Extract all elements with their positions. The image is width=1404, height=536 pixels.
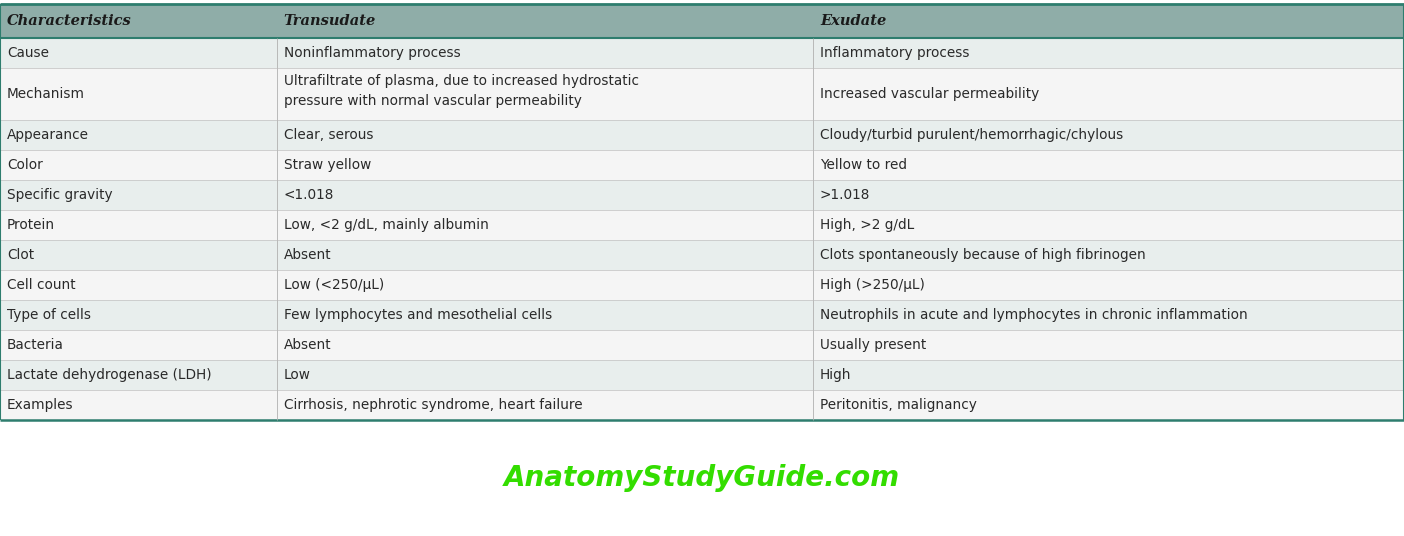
Bar	[0, 390, 1404, 420]
Text: Transudate: Transudate	[284, 14, 376, 28]
Bar	[0, 240, 1404, 270]
Text: Noninflammatory process: Noninflammatory process	[284, 46, 461, 60]
Bar	[0, 4, 1404, 38]
Text: Protein: Protein	[7, 218, 55, 232]
Text: High, >2 g/dL: High, >2 g/dL	[820, 218, 914, 232]
Text: Few lymphocytes and mesothelial cells: Few lymphocytes and mesothelial cells	[284, 308, 552, 322]
Text: Color: Color	[7, 158, 42, 172]
Text: Examples: Examples	[7, 398, 73, 412]
Bar	[0, 210, 1404, 240]
Text: Straw yellow: Straw yellow	[284, 158, 371, 172]
Text: Clear, serous: Clear, serous	[284, 128, 373, 142]
Bar	[0, 120, 1404, 150]
Text: High (>250/μL): High (>250/μL)	[820, 278, 925, 292]
Text: <1.018: <1.018	[284, 188, 334, 202]
Text: Absent: Absent	[284, 338, 331, 352]
Text: Lactate dehydrogenase (LDH): Lactate dehydrogenase (LDH)	[7, 368, 212, 382]
Text: Clots spontaneously because of high fibrinogen: Clots spontaneously because of high fibr…	[820, 248, 1146, 262]
Text: Yellow to red: Yellow to red	[820, 158, 907, 172]
Bar	[0, 38, 1404, 68]
Text: Mechanism: Mechanism	[7, 87, 86, 101]
Bar	[0, 150, 1404, 180]
Text: Clot: Clot	[7, 248, 34, 262]
Bar	[0, 68, 1404, 120]
Text: AnatomyStudyGuide.com: AnatomyStudyGuide.com	[504, 464, 900, 492]
Bar	[0, 270, 1404, 300]
Text: Low (<250/μL): Low (<250/μL)	[284, 278, 383, 292]
Text: Peritonitis, malignancy: Peritonitis, malignancy	[820, 398, 977, 412]
Text: Low, <2 g/dL, mainly albumin: Low, <2 g/dL, mainly albumin	[284, 218, 489, 232]
Text: Increased vascular permeability: Increased vascular permeability	[820, 87, 1039, 101]
Bar	[0, 180, 1404, 210]
Text: >1.018: >1.018	[820, 188, 870, 202]
Text: Usually present: Usually present	[820, 338, 927, 352]
Text: Absent: Absent	[284, 248, 331, 262]
Text: Exudate: Exudate	[820, 14, 886, 28]
Text: Cloudy/turbid purulent/hemorrhagic/chylous: Cloudy/turbid purulent/hemorrhagic/chylo…	[820, 128, 1123, 142]
Text: Neutrophils in acute and lymphocytes in chronic inflammation: Neutrophils in acute and lymphocytes in …	[820, 308, 1248, 322]
Text: High: High	[820, 368, 851, 382]
Text: Type of cells: Type of cells	[7, 308, 91, 322]
Text: Cell count: Cell count	[7, 278, 76, 292]
Text: Ultrafiltrate of plasma, due to increased hydrostatic
pressure with normal vascu: Ultrafiltrate of plasma, due to increase…	[284, 74, 639, 108]
Bar	[0, 330, 1404, 360]
Text: Low: Low	[284, 368, 310, 382]
Text: Appearance: Appearance	[7, 128, 88, 142]
Text: Characteristics: Characteristics	[7, 14, 132, 28]
Bar	[0, 360, 1404, 390]
Text: Inflammatory process: Inflammatory process	[820, 46, 969, 60]
Text: Specific gravity: Specific gravity	[7, 188, 112, 202]
Bar	[0, 300, 1404, 330]
Text: Cirrhosis, nephrotic syndrome, heart failure: Cirrhosis, nephrotic syndrome, heart fai…	[284, 398, 583, 412]
Text: Bacteria: Bacteria	[7, 338, 63, 352]
Text: Cause: Cause	[7, 46, 49, 60]
